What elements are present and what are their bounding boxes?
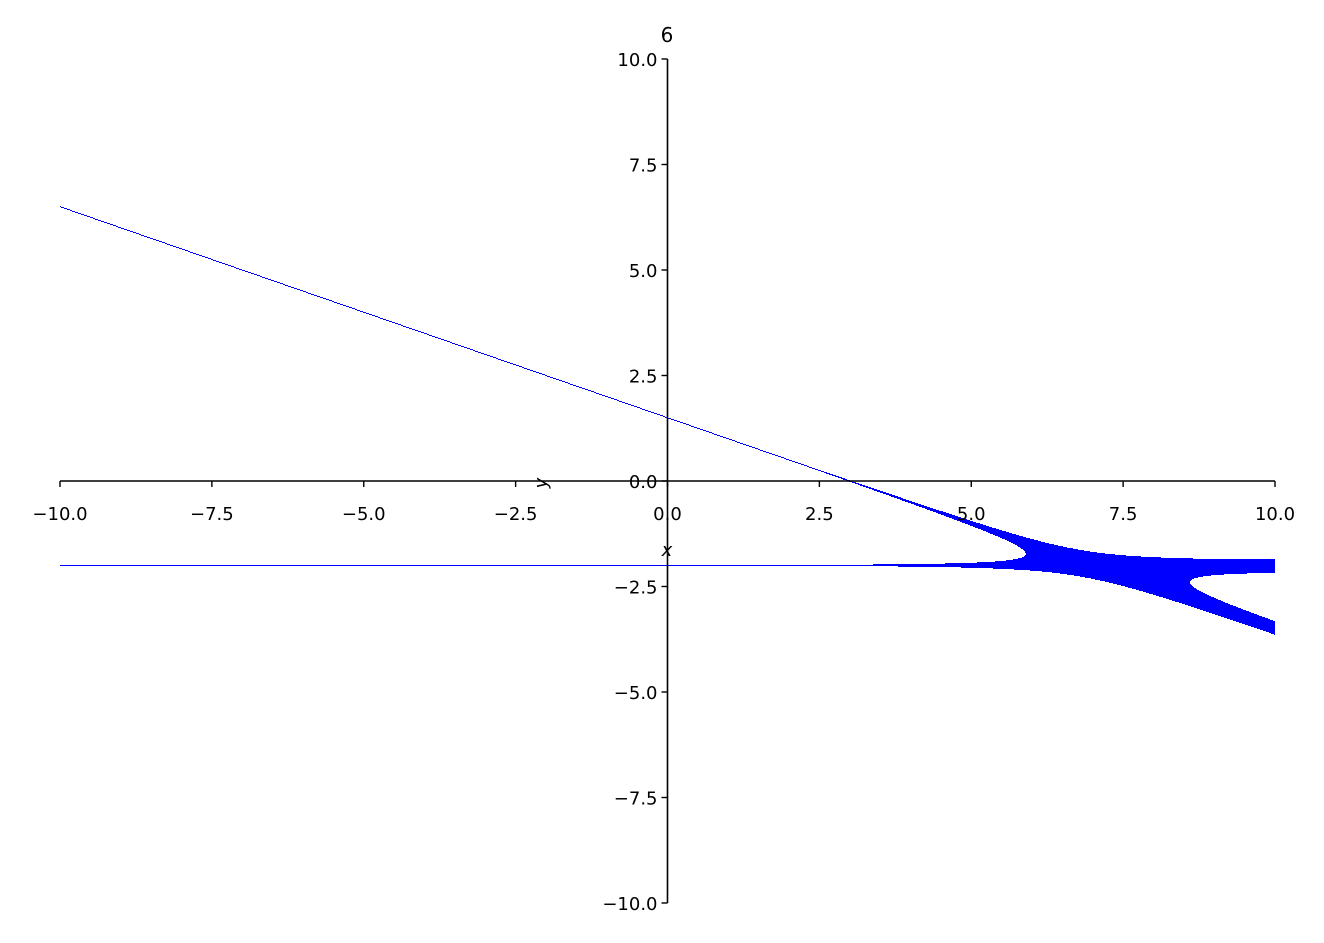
implicit-curve	[60, 206, 1275, 635]
y-tick-label: 5.0	[629, 261, 658, 282]
x-tick-label: 5.0	[957, 504, 986, 525]
y-tick-label: 7.5	[629, 156, 658, 177]
y-tick-label: −2.5	[614, 578, 658, 599]
x-tick-label: 10.0	[1255, 504, 1295, 525]
y-tick-label: 0.0	[629, 472, 658, 493]
x-tick-label: −10.0	[32, 504, 87, 525]
x-axis-label: x	[661, 540, 673, 561]
y-axis-label: y	[531, 477, 552, 489]
chart-title: 6	[661, 23, 674, 47]
x-tick-label: 7.5	[1109, 504, 1138, 525]
y-tick-label: 10.0	[617, 50, 657, 71]
y-tick-label: 2.5	[629, 367, 658, 388]
x-tick-label: 0.0	[653, 504, 682, 525]
x-tick-label: −2.5	[494, 504, 538, 525]
x-tick-label: 2.5	[805, 504, 834, 525]
y-tick-label: −7.5	[614, 789, 658, 810]
y-tick-label: −10.0	[602, 894, 657, 915]
x-tick-label: −5.0	[342, 504, 386, 525]
curve-layer	[60, 206, 1275, 635]
y-tick-label: −5.0	[614, 683, 658, 704]
x-tick-label: −7.5	[190, 504, 234, 525]
axes: −10.0 −7.5 −5.0 −2.5 0.0 2.5 5.0 7.5 10.0 −10.0 −7…	[32, 50, 1295, 915]
